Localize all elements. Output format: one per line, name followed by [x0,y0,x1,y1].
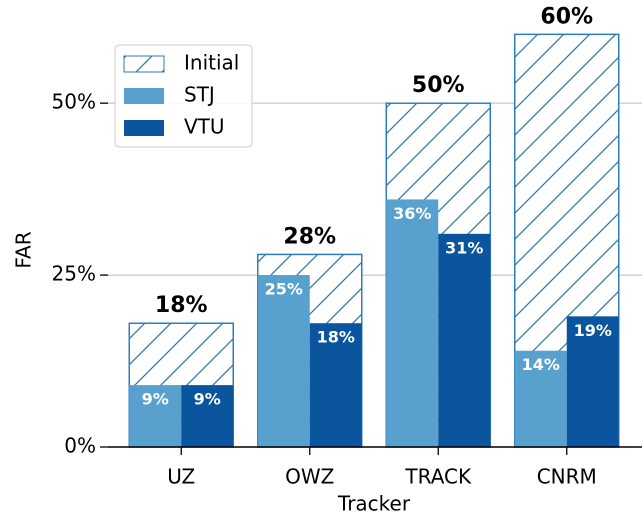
x-axis-label: Tracker [337,492,411,516]
value-label: 28% [283,224,336,249]
y-tick-label: 25% [52,262,96,286]
y-tick-label: 50% [52,90,96,114]
bar [514,350,567,447]
value-label: 31% [445,238,483,257]
value-label: 18% [155,293,208,318]
legend-swatch [124,88,164,104]
legend-swatch-hatch [123,55,165,73]
legend-label: VTU [184,115,225,139]
bar [386,199,439,447]
value-label: 9% [142,390,169,409]
bar [129,385,182,447]
value-label: 19% [574,321,612,340]
bar [309,323,362,447]
value-label: 25% [265,280,303,299]
legend-label: STJ [184,83,215,107]
value-label: 14% [522,355,560,374]
value-label: 36% [393,204,431,223]
legend-label: Initial [184,51,239,75]
value-label: 9% [194,390,221,409]
legend-swatch [124,120,164,136]
y-axis-label: FAR [12,231,36,268]
value-label: 60% [540,4,593,29]
x-tick-label: TRACK [404,465,472,489]
bar [566,316,619,447]
x-tick-label: UZ [167,465,195,489]
bar [257,275,310,447]
value-label: 50% [412,73,465,98]
value-label: 18% [317,328,355,347]
bar [438,233,491,447]
x-tick-label: CNRM [537,465,597,489]
y-tick-label: 0% [64,434,96,458]
bar [181,385,234,447]
x-tick-label: OWZ [285,465,334,489]
